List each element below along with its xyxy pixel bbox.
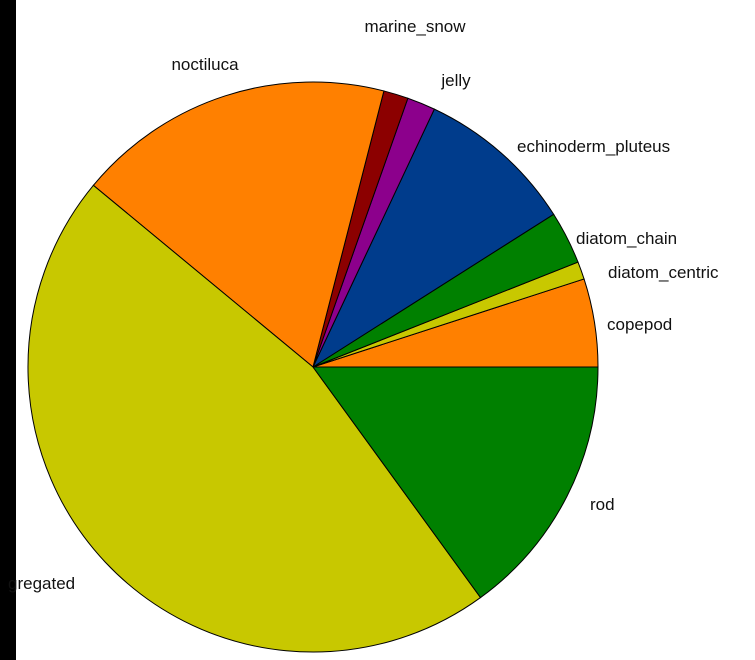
pie-label-noctiluca: noctiluca	[171, 55, 239, 74]
pie-slice-gregated	[27, 184, 482, 653]
pie-label-jelly: jelly	[440, 71, 471, 90]
pie-slice-echinoderm-pluteus	[311, 108, 555, 369]
pie-label-marine-snow: marine_snow	[364, 17, 466, 36]
pie-label-copepod: copepod	[607, 315, 672, 334]
pie-slices	[27, 81, 599, 653]
left-edge-bar	[0, 0, 16, 660]
pie-label-diatom-chain: diatom_chain	[576, 229, 677, 248]
pie-label-echinoderm-pluteus: echinoderm_pluteus	[517, 137, 670, 156]
pie-label-gregated: gregated	[8, 574, 75, 593]
pie-label-diatom-centric: diatom_centric	[608, 263, 719, 282]
pie-slice-noctiluca	[92, 81, 385, 368]
pie-label-rod: rod	[590, 495, 615, 514]
pie-labels: copepod diatom_centric diatom_chain echinod…	[8, 17, 719, 593]
pie-slice-rod	[312, 366, 599, 599]
